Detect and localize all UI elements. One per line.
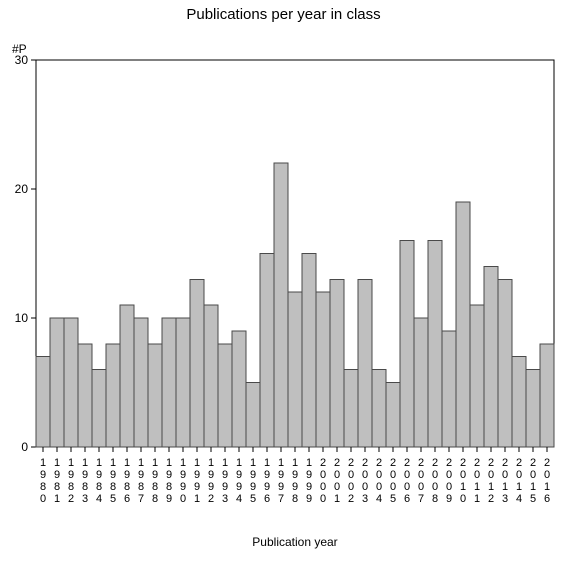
x-tick-label: 1994 bbox=[236, 457, 242, 505]
bar bbox=[148, 344, 162, 447]
bar bbox=[78, 344, 92, 447]
bar bbox=[190, 279, 204, 447]
svg-text:0: 0 bbox=[21, 440, 28, 454]
chart-title: Publications per year in class bbox=[0, 6, 567, 23]
bar bbox=[442, 331, 456, 447]
bar bbox=[316, 292, 330, 447]
bar bbox=[484, 266, 498, 447]
x-tick-label: 1980 bbox=[40, 457, 46, 505]
bar bbox=[386, 383, 400, 448]
bar bbox=[50, 318, 64, 447]
svg-text:10: 10 bbox=[15, 311, 29, 325]
x-tick-label: 2001 bbox=[334, 457, 340, 505]
bar bbox=[358, 279, 372, 447]
bar bbox=[36, 357, 50, 447]
x-tick-label: 2009 bbox=[446, 457, 452, 505]
x-tick-label: 2008 bbox=[432, 457, 438, 505]
bar bbox=[246, 383, 260, 448]
x-axis-label: Publication year bbox=[252, 535, 337, 549]
bar bbox=[218, 344, 232, 447]
x-tick-label: 1999 bbox=[306, 457, 312, 505]
svg-text:20: 20 bbox=[15, 182, 29, 196]
x-tick-label: 1988 bbox=[152, 457, 158, 505]
bar bbox=[414, 318, 428, 447]
x-tick-label: 2007 bbox=[418, 457, 424, 505]
x-tick-label: 1984 bbox=[96, 457, 102, 505]
bar bbox=[456, 202, 470, 447]
x-tick-label: 1983 bbox=[82, 457, 88, 505]
x-tick-label: 2004 bbox=[376, 457, 382, 505]
bar bbox=[526, 370, 540, 447]
bar bbox=[288, 292, 302, 447]
x-tick-label: 2003 bbox=[362, 457, 368, 505]
bar bbox=[540, 344, 554, 447]
x-tick-label: 1987 bbox=[138, 457, 144, 505]
bar bbox=[330, 279, 344, 447]
bar bbox=[274, 163, 288, 447]
x-tick-label: 2002 bbox=[348, 457, 354, 505]
y-axis-label: #P bbox=[12, 42, 27, 56]
bar bbox=[134, 318, 148, 447]
x-tick-label: 2014 bbox=[516, 457, 522, 505]
bar bbox=[400, 241, 414, 447]
x-tick-label: 1981 bbox=[54, 457, 60, 505]
bar bbox=[204, 305, 218, 447]
x-tick-label: 2005 bbox=[390, 457, 396, 505]
bar bbox=[64, 318, 78, 447]
bar bbox=[260, 254, 274, 448]
chart-container: Publications per year in class #P 010203… bbox=[0, 0, 567, 567]
x-tick-label: 1998 bbox=[292, 457, 298, 505]
x-tick-label: 2011 bbox=[474, 457, 480, 505]
x-tick-label: 1986 bbox=[124, 457, 130, 505]
bar bbox=[498, 279, 512, 447]
x-tick-label: 1997 bbox=[278, 457, 284, 505]
bar bbox=[120, 305, 134, 447]
x-tick-label: 2006 bbox=[404, 457, 410, 505]
x-tick-label: 1982 bbox=[68, 457, 74, 505]
bar bbox=[106, 344, 120, 447]
bar bbox=[232, 331, 246, 447]
x-tick-label: 1995 bbox=[250, 457, 256, 505]
x-tick-label: 1992 bbox=[208, 457, 214, 505]
x-tick-label: 1990 bbox=[180, 457, 186, 505]
x-tick-label: 2010 bbox=[460, 457, 466, 505]
bar bbox=[512, 357, 526, 447]
x-tick-label: 2015 bbox=[530, 457, 536, 505]
x-tick-label: 2000 bbox=[320, 457, 326, 505]
bar bbox=[92, 370, 106, 447]
x-tick-label: 1985 bbox=[110, 457, 116, 505]
bar-chart-svg: 0102030198019811982198319841985198619871… bbox=[0, 0, 567, 567]
x-tick-label: 2016 bbox=[544, 457, 550, 505]
x-tick-label: 1993 bbox=[222, 457, 228, 505]
x-tick-label: 2013 bbox=[502, 457, 508, 505]
x-tick-label: 1989 bbox=[166, 457, 172, 505]
bar bbox=[344, 370, 358, 447]
bar bbox=[470, 305, 484, 447]
x-tick-label: 2012 bbox=[488, 457, 494, 505]
x-tick-label: 1991 bbox=[194, 457, 200, 505]
bar bbox=[162, 318, 176, 447]
bar bbox=[372, 370, 386, 447]
bar bbox=[176, 318, 190, 447]
x-tick-label: 1996 bbox=[264, 457, 270, 505]
bar bbox=[302, 254, 316, 448]
bar bbox=[428, 241, 442, 447]
